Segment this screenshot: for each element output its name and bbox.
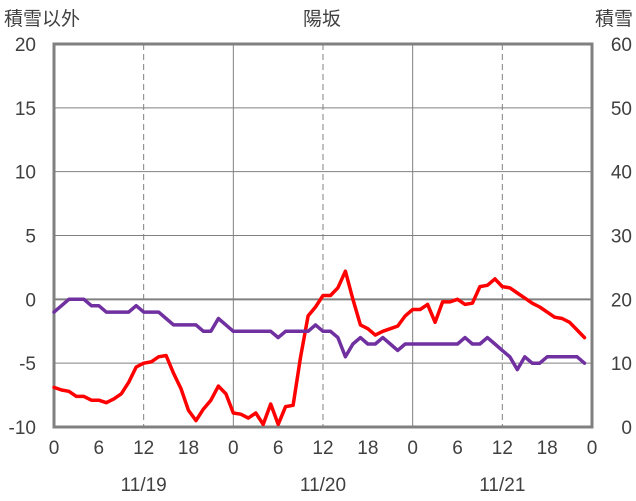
x-tick-label: 6 [273, 438, 284, 459]
date-label: 11/20 [300, 475, 346, 496]
date-label: 11/21 [479, 475, 525, 496]
axes [52, 42, 594, 429]
x-tick-label: 0 [228, 438, 239, 459]
x-tick-label: 12 [312, 438, 333, 459]
right-tick-label: 0 [621, 418, 632, 439]
left-tick-label: -5 [19, 354, 36, 375]
left-tick-label: 5 [25, 227, 36, 248]
right-tick-label: 50 [611, 99, 632, 120]
x-tick-label: 18 [178, 438, 199, 459]
x-tick-label: 0 [407, 438, 418, 459]
right-axis-label: 積雪 [595, 8, 633, 30]
left-tick-label: -10 [9, 418, 36, 439]
x-tick-label: 12 [492, 438, 513, 459]
right-tick-label: 40 [611, 163, 632, 184]
plot-frame [52, 42, 594, 429]
temperature-line [52, 269, 587, 427]
left-tick-label: 15 [15, 99, 36, 120]
x-tick-label: 0 [49, 438, 60, 459]
left-tick-label: 20 [15, 35, 36, 56]
left-axis-label: 積雪以外 [4, 8, 80, 30]
x-tick-label: 6 [452, 438, 463, 459]
chart-title: 陽坂 [303, 8, 341, 30]
x-tick-label: 18 [357, 438, 378, 459]
x-tick-label: 0 [587, 438, 598, 459]
snow-line [52, 297, 587, 372]
right-tick-label: 10 [611, 354, 632, 375]
date-label: 11/19 [121, 475, 167, 496]
right-tick-label: 30 [611, 227, 632, 248]
left-tick-label: 10 [15, 163, 36, 184]
right-tick-label: 20 [611, 290, 632, 311]
series [52, 269, 587, 427]
right-tick-label: 60 [611, 35, 632, 56]
left-tick-label: 0 [25, 290, 36, 311]
x-tick-label: 6 [94, 438, 105, 459]
x-tick-label: 12 [133, 438, 154, 459]
x-tick-label: 18 [537, 438, 558, 459]
